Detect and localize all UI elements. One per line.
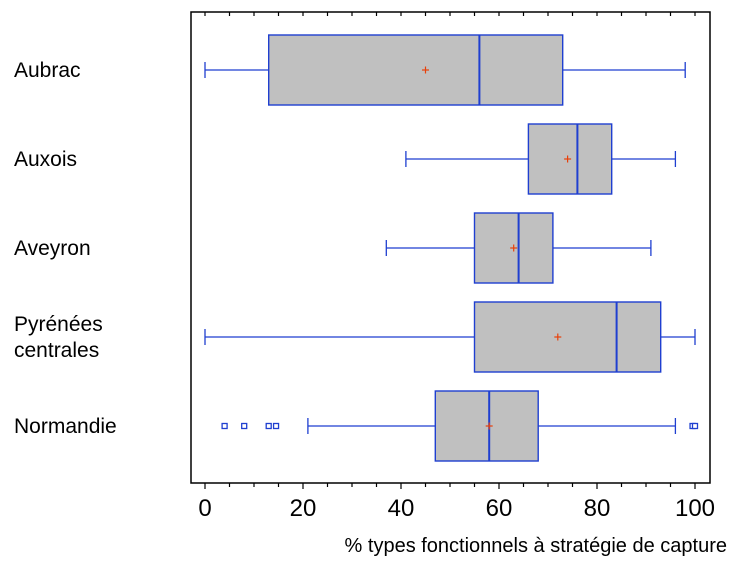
category-label: centrales xyxy=(14,339,99,362)
outlier-point xyxy=(265,422,272,430)
y-axis-labels: Aubrac Auxois Aveyron Pyrénées centrales Norm… xyxy=(14,59,117,438)
box-pyrénées-centrales xyxy=(204,301,696,373)
outlier-point xyxy=(272,422,280,430)
x-tick-label: 20 xyxy=(290,495,317,522)
x-tick-label: 60 xyxy=(486,495,513,522)
iqr-box xyxy=(473,301,662,373)
category-label: Aveyron xyxy=(14,237,91,260)
category-label: Aubrac xyxy=(14,59,81,82)
iqr-box xyxy=(268,34,564,106)
x-tick-label: 100 xyxy=(675,495,715,522)
x-axis: 0 20 40 60 80 100 xyxy=(198,12,715,522)
category-label: Auxois xyxy=(14,148,77,171)
box-aubrac xyxy=(204,34,686,106)
box-normandie xyxy=(221,390,699,462)
category-label: Pyrénées xyxy=(14,313,103,336)
category-label: Normandie xyxy=(14,415,117,438)
box-aveyron xyxy=(385,212,652,284)
x-axis-title: % types fonctionnels à stratégie de capt… xyxy=(345,535,727,557)
x-tick-label: 80 xyxy=(584,495,611,522)
outlier-point xyxy=(691,422,699,430)
box-series xyxy=(204,34,699,462)
x-tick-label: 0 xyxy=(198,495,211,522)
box-auxois xyxy=(405,123,677,195)
outlier-point xyxy=(221,422,228,430)
x-tick-label: 40 xyxy=(388,495,415,522)
outlier-point xyxy=(241,422,248,430)
